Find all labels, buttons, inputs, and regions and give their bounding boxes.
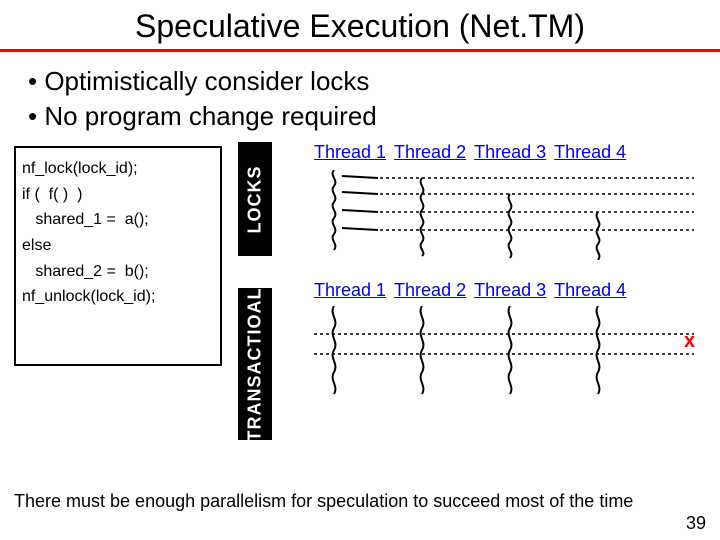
diagram-area: nf_lock(lock_id); if ( f( ) ) shared_1 =… <box>0 140 720 440</box>
bullet-2: No program change required <box>28 99 720 134</box>
thread-label: Thread 4 <box>554 142 626 163</box>
code-box: nf_lock(lock_id); if ( f( ) ) shared_1 =… <box>14 146 222 366</box>
thread-label: Thread 1 <box>314 142 386 163</box>
red-x-icon: x <box>684 330 695 353</box>
code-line: shared_1 = a(); <box>22 207 214 233</box>
transactional-bar-label: TRANSACTIOAL <box>245 287 266 441</box>
code-line: shared_2 = b(); <box>22 259 214 285</box>
code-line: if ( f( ) ) <box>22 182 214 208</box>
thread-label: Thread 4 <box>554 280 626 301</box>
bullet-1: Optimistically consider locks <box>28 64 720 99</box>
thread-label: Thread 3 <box>474 142 546 163</box>
transactional-bar: TRANSACTIOAL <box>238 288 272 440</box>
slide-title: Speculative Execution (Net.TM) <box>0 0 720 49</box>
locks-visualization <box>314 170 694 260</box>
thread-label: Thread 1 <box>314 280 386 301</box>
thread-label: Thread 2 <box>394 142 466 163</box>
code-line: else <box>22 233 214 259</box>
threads-header-tx: Thread 1 Thread 2 Thread 3 Thread 4 <box>314 280 626 301</box>
footer-note: There must be enough parallelism for spe… <box>0 491 720 512</box>
locks-bar: LOCKS <box>238 142 272 256</box>
page-number: 39 <box>686 513 706 534</box>
threads-header-locks: Thread 1 Thread 2 Thread 3 Thread 4 <box>314 142 626 163</box>
locks-bar-label: LOCKS <box>245 165 266 233</box>
bullets: Optimistically consider locks No program… <box>0 52 720 140</box>
code-line: nf_lock(lock_id); <box>22 156 214 182</box>
thread-label: Thread 2 <box>394 280 466 301</box>
transactional-visualization <box>314 306 694 406</box>
code-line: nf_unlock(lock_id); <box>22 284 214 310</box>
thread-label: Thread 3 <box>474 280 546 301</box>
